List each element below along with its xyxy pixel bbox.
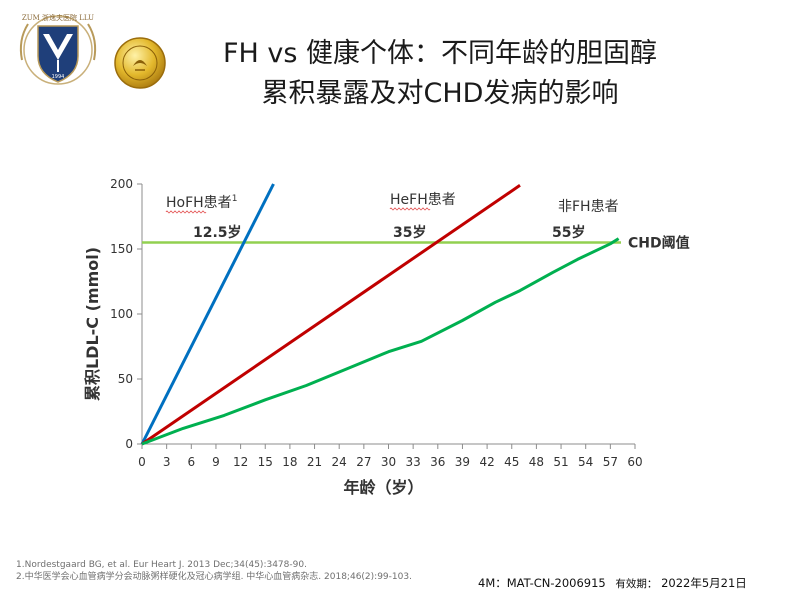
x-tick-label: 6 [187, 455, 195, 469]
onset-age-label-3: 55岁 [552, 224, 585, 241]
y-tick-label: 50 [118, 372, 133, 386]
series-name-label-3: 非FH患者 [558, 199, 619, 215]
onset-age-label-1: 12.5岁 [193, 224, 242, 241]
x-tick-label: 42 [479, 455, 494, 469]
x-tick-label: 24 [332, 455, 347, 469]
hospital-logo: ZUM 浙逸夫医院 LLU 1994 [12, 10, 104, 88]
series-name-label-2: HeFH患者 [390, 192, 456, 208]
x-tick-label: 51 [553, 455, 568, 469]
series-name-superscript: 1 [232, 194, 238, 204]
y-tick-label: 200 [110, 177, 133, 191]
x-tick-label: 39 [455, 455, 470, 469]
validity-date: 2022年5月21日 [661, 576, 747, 590]
series-line-3 [141, 237, 620, 446]
x-tick-label: 18 [282, 455, 297, 469]
chd-threshold-label: CHD阈值 [628, 235, 690, 252]
accreditation-seal-icon [113, 36, 167, 90]
y-tick-label: 0 [125, 437, 133, 451]
spell-underline-1 [165, 210, 207, 214]
x-tick-label: 60 [627, 455, 642, 469]
x-tick-label: 21 [307, 455, 322, 469]
x-tick-label: 33 [406, 455, 421, 469]
svg-text:ZUM 浙逸夫医院 LLU: ZUM 浙逸夫医院 LLU [22, 13, 94, 22]
validity-label: 有效期： [615, 578, 658, 590]
onset-age-label-2: 35岁 [393, 224, 426, 241]
x-axis-label: 年龄（岁） [343, 478, 423, 497]
y-tick-label: 100 [110, 307, 133, 321]
spell-underline-2 [389, 207, 431, 211]
x-tick-label: 45 [504, 455, 519, 469]
x-tick-label: 9 [212, 455, 220, 469]
x-tick-label: 27 [356, 455, 371, 469]
title-line-2: 累积暴露及对CHD发病的影响 [261, 78, 619, 109]
y-tick-label: 150 [110, 242, 133, 256]
reference-1: 1.Nordestgaard BG, et al. Eur Heart J. 2… [16, 560, 307, 570]
x-tick-label: 0 [138, 455, 146, 469]
material-code: 4M：MAT-CN-2006915 [478, 576, 606, 590]
series-name-label-1: HoFH患者1 [166, 194, 237, 211]
y-axis-label: 累积LDL-C (mmol) [83, 247, 102, 401]
series-line-1 [140, 183, 275, 445]
x-tick-label: 15 [258, 455, 273, 469]
x-tick-label: 54 [578, 455, 593, 469]
svg-text:1994: 1994 [52, 74, 65, 80]
references: 1.Nordestgaard BG, et al. Eur Heart J. 2… [16, 559, 412, 583]
x-tick-label: 30 [381, 455, 396, 469]
x-tick-label: 57 [603, 455, 618, 469]
footer-code-line: 4M：MAT-CN-2006915 有效期： 2022年5月21日 [478, 575, 747, 591]
page-title: FH vs 健康个体：不同年龄的胆固醇 累积暴露及对CHD发病的影响 [175, 34, 705, 114]
x-tick-label: 3 [163, 455, 171, 469]
x-tick-label: 48 [529, 455, 544, 469]
x-tick-label: 36 [430, 455, 445, 469]
reference-2: 2.中华医学会心血管病学分会动脉粥样硬化及冠心病学组. 中华心血管病杂志. 20… [16, 572, 412, 582]
series-line-2 [141, 184, 521, 446]
title-line-1: FH vs 健康个体：不同年龄的胆固醇 [222, 38, 658, 69]
x-tick-label: 12 [233, 455, 248, 469]
